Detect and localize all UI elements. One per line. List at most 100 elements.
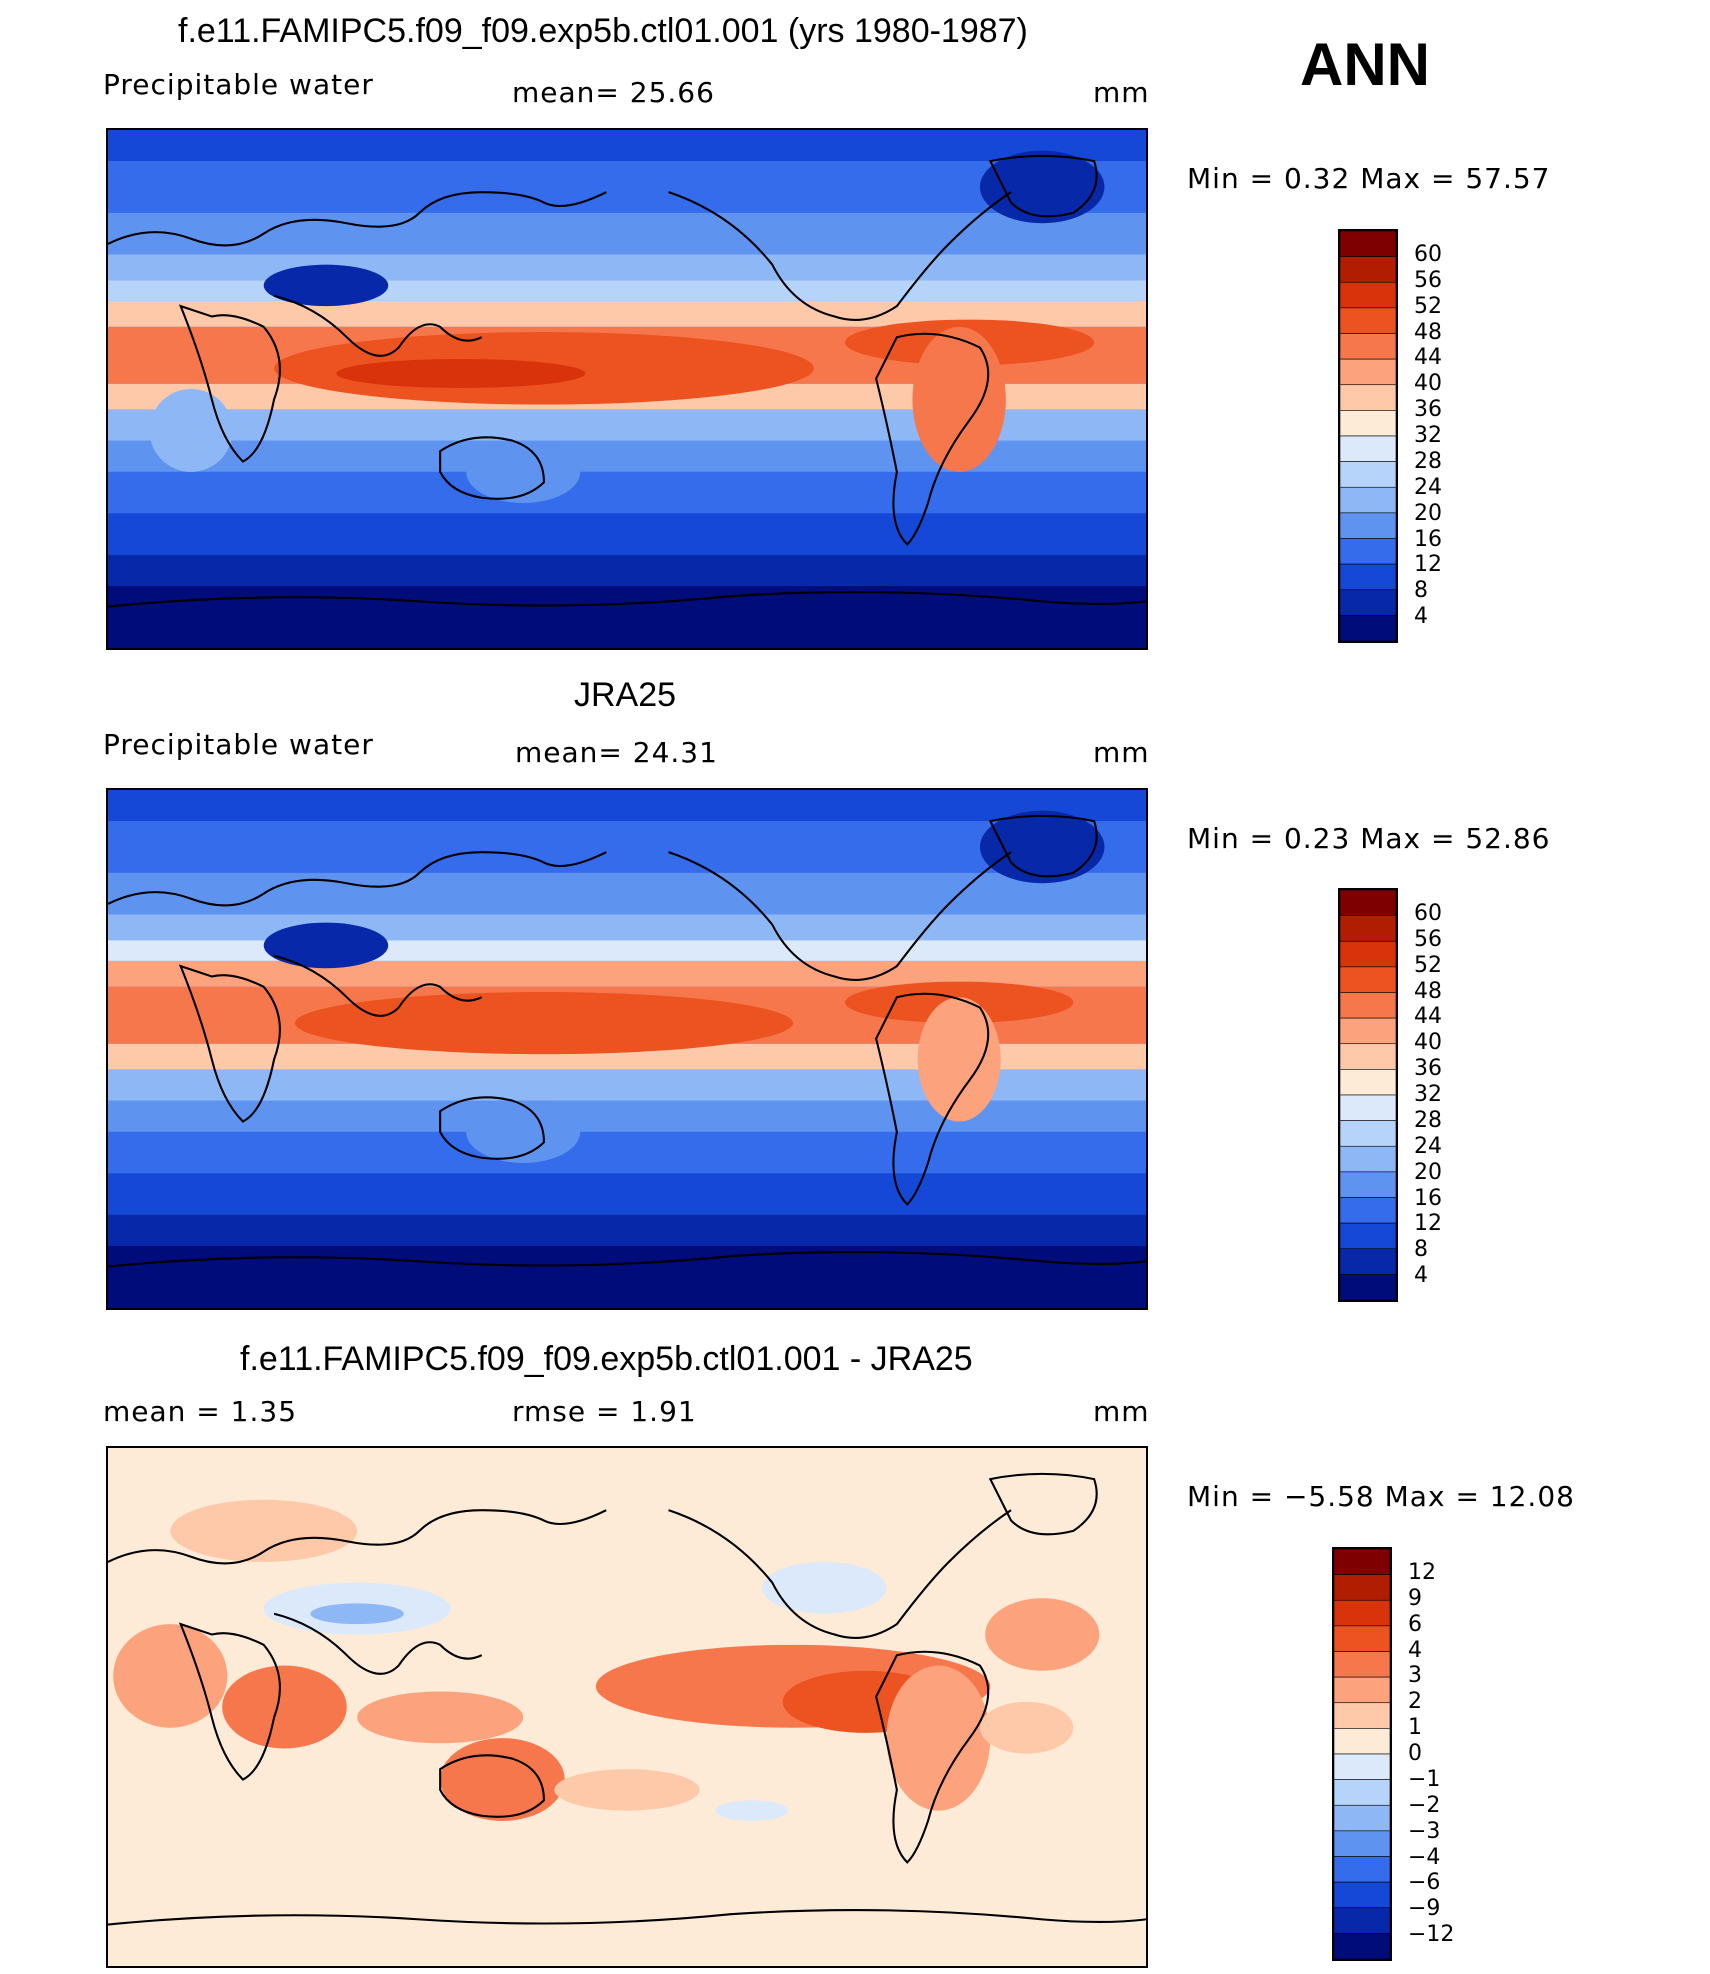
panel1-title: f.e11.FAMIPC5.f09_f09.exp5b.ctl01.001 (y… xyxy=(178,12,1028,50)
colorbar-swatch xyxy=(1340,1120,1396,1147)
panel3-rmse-label: rmse = 1.91 xyxy=(512,1395,697,1428)
colorbar-swatch xyxy=(1340,435,1396,462)
colorbar-swatch xyxy=(1334,1830,1390,1857)
colorbar-swatch xyxy=(1340,1197,1396,1224)
colorbar-swatch xyxy=(1340,1043,1396,1070)
colorbar-swatch xyxy=(1340,1069,1396,1096)
colorbar-tick-label: 24 xyxy=(1414,1133,1442,1159)
colorbar-swatch xyxy=(1340,410,1396,437)
colorbar-tick-label: 9 xyxy=(1408,1585,1422,1611)
panel1-minmax-label: Min = 0.32 Max = 57.57 xyxy=(1187,162,1551,195)
panel3-units-label: mm xyxy=(1093,1395,1150,1428)
colorbar-swatch xyxy=(1340,231,1396,257)
colorbar-tick-label: 4 xyxy=(1414,1263,1428,1289)
colorbar-tick-label: 8 xyxy=(1414,1237,1428,1263)
colorbar-tick-label: 52 xyxy=(1414,952,1442,978)
colorbar-tick-label: 28 xyxy=(1414,1107,1442,1133)
colorbar-tick-label: 52 xyxy=(1414,293,1442,319)
colorbar-swatch xyxy=(1334,1599,1390,1627)
panel3-map xyxy=(106,1446,1148,1968)
colorbar-swatch xyxy=(1334,1651,1390,1678)
colorbar-swatch xyxy=(1340,1094,1396,1121)
colorbar-swatch xyxy=(1340,384,1396,411)
panel2-units-label: mm xyxy=(1093,736,1150,769)
colorbar-swatch xyxy=(1340,992,1396,1019)
colorbar-swatch xyxy=(1340,1145,1396,1173)
panel3-colorbar xyxy=(1332,1547,1392,1961)
panel2-minmax-label: Min = 0.23 Max = 52.86 xyxy=(1187,822,1551,855)
colorbar-swatch xyxy=(1334,1881,1390,1909)
colorbar-tick-label: 56 xyxy=(1414,267,1442,293)
colorbar-swatch xyxy=(1340,615,1396,641)
colorbar-swatch xyxy=(1340,461,1396,488)
colorbar-tick-label: 20 xyxy=(1414,500,1442,526)
colorbar-swatch xyxy=(1340,358,1396,386)
colorbar-tick-label: −12 xyxy=(1408,1922,1455,1948)
colorbar-swatch xyxy=(1340,256,1396,283)
colorbar-swatch xyxy=(1334,1779,1390,1806)
colorbar-tick-label: 40 xyxy=(1414,1030,1442,1056)
colorbar-tick-label: 20 xyxy=(1414,1159,1442,1185)
colorbar-swatch xyxy=(1340,890,1396,916)
colorbar-swatch xyxy=(1334,1907,1390,1934)
colorbar-tick-label: 44 xyxy=(1414,345,1442,371)
colorbar-tick-label: 44 xyxy=(1414,1004,1442,1030)
panel1-colorbar xyxy=(1338,229,1398,643)
colorbar-tick-label: 6 xyxy=(1408,1611,1422,1637)
colorbar-tick-label: 40 xyxy=(1414,371,1442,397)
colorbar-tick-label: 36 xyxy=(1414,397,1442,423)
colorbar-swatch xyxy=(1340,512,1396,539)
colorbar-swatch xyxy=(1340,966,1396,993)
colorbar-tick-label: 12 xyxy=(1414,552,1442,578)
colorbar-tick-label: 2 xyxy=(1408,1689,1422,1715)
colorbar-swatch xyxy=(1340,1017,1396,1045)
panel2-map xyxy=(106,788,1148,1310)
colorbar-swatch xyxy=(1334,1574,1390,1601)
season-label: ANN xyxy=(1300,31,1430,98)
colorbar-tick-label: 60 xyxy=(1414,241,1442,267)
colorbar-swatch xyxy=(1340,589,1396,616)
colorbar-swatch xyxy=(1334,1549,1390,1575)
panel3-title: f.e11.FAMIPC5.f09_f09.exp5b.ctl01.001 - … xyxy=(240,1340,973,1378)
panel2-variable-label: Precipitable water xyxy=(103,728,374,761)
colorbar-tick-label: 16 xyxy=(1414,526,1442,552)
colorbar-swatch xyxy=(1334,1804,1390,1832)
colorbar-tick-label: −9 xyxy=(1408,1896,1441,1922)
colorbar-tick-label: 1 xyxy=(1408,1715,1422,1741)
colorbar-tick-label: 3 xyxy=(1408,1663,1422,1689)
colorbar-tick-label: 32 xyxy=(1414,1082,1442,1107)
colorbar-tick-label: 0 xyxy=(1408,1741,1422,1766)
colorbar-tick-label: 4 xyxy=(1414,604,1428,630)
colorbar-tick-label: 56 xyxy=(1414,926,1442,952)
colorbar-tick-label: 24 xyxy=(1414,474,1442,500)
panel1-mean-label: mean= 25.66 xyxy=(512,76,715,109)
colorbar-tick-label: 8 xyxy=(1414,578,1428,604)
panel3-mean-label: mean = 1.35 xyxy=(103,1395,298,1428)
colorbar-swatch xyxy=(1340,563,1396,591)
colorbar-swatch xyxy=(1340,281,1396,309)
colorbar-tick-label: 28 xyxy=(1414,448,1442,474)
colorbar-swatch xyxy=(1334,1856,1390,1883)
colorbar-swatch xyxy=(1340,1171,1396,1198)
colorbar-tick-label: −2 xyxy=(1408,1792,1441,1818)
colorbar-swatch xyxy=(1340,915,1396,942)
colorbar-swatch xyxy=(1334,1753,1390,1780)
colorbar-swatch xyxy=(1334,1676,1390,1704)
colorbar-tick-label: −1 xyxy=(1408,1766,1441,1792)
colorbar-swatch xyxy=(1334,1625,1390,1652)
colorbar-swatch xyxy=(1340,1274,1396,1300)
colorbar-swatch xyxy=(1334,1933,1390,1959)
colorbar-swatch xyxy=(1340,333,1396,360)
panel2-colorbar xyxy=(1338,888,1398,1302)
colorbar-swatch xyxy=(1340,940,1396,968)
colorbar-swatch xyxy=(1340,538,1396,565)
colorbar-tick-label: 4 xyxy=(1408,1637,1422,1663)
colorbar-tick-label: 12 xyxy=(1408,1559,1436,1585)
panel3-minmax-label: Min = −5.58 Max = 12.08 xyxy=(1187,1480,1575,1513)
colorbar-tick-label: −4 xyxy=(1408,1844,1441,1870)
panel2-mean-label: mean= 24.31 xyxy=(515,736,718,769)
panel2-title: JRA25 xyxy=(574,676,677,714)
colorbar-tick-label: 60 xyxy=(1414,900,1442,926)
colorbar-tick-label: 48 xyxy=(1414,319,1442,345)
colorbar-tick-label: 36 xyxy=(1414,1056,1442,1082)
